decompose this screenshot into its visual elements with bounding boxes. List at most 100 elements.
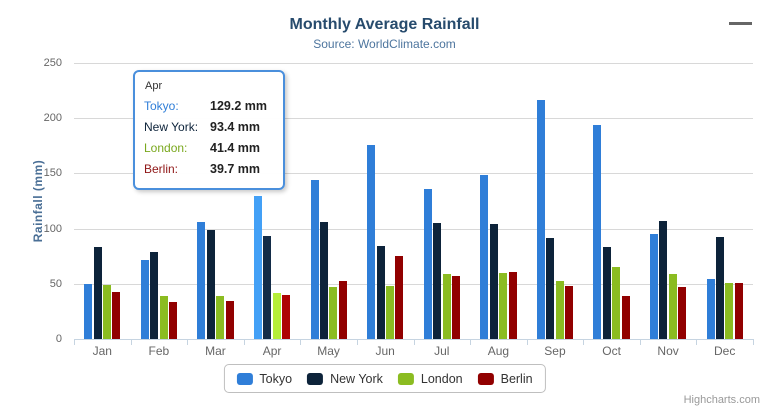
bar-tokyo-jul[interactable]: [423, 189, 432, 339]
bar-new-york-oct[interactable]: [602, 246, 611, 339]
bar-berlin-oct[interactable]: [621, 295, 630, 339]
bar-london-jun[interactable]: [385, 285, 394, 339]
y-axis-label-0: 0: [55, 333, 62, 345]
bar-berlin-nov[interactable]: [678, 287, 687, 339]
tooltip-header: Apr: [145, 80, 163, 92]
bar-tokyo-oct[interactable]: [593, 124, 602, 339]
tooltip: Apr Tokyo: 129.2 mm New York: 93.4 mm London…: [133, 70, 285, 190]
bar-berlin-may[interactable]: [338, 280, 347, 339]
gridline-50: [74, 283, 753, 285]
bar-london-aug[interactable]: [499, 273, 508, 339]
chart-subtitle: Source: WorldClimate.com: [313, 37, 456, 51]
bar-london-jul[interactable]: [442, 273, 451, 339]
bar-new-york-may[interactable]: [319, 222, 328, 339]
x-axis-label-feb: Feb: [148, 344, 170, 358]
bar-tokyo-apr[interactable]: [253, 196, 262, 339]
x-axis-tick: [356, 339, 358, 345]
bar-berlin-apr[interactable]: [282, 295, 291, 339]
bar-london-sep[interactable]: [555, 281, 564, 339]
bar-tokyo-jun[interactable]: [367, 144, 376, 339]
credits-link[interactable]: Highcharts.com: [683, 394, 760, 406]
bar-tokyo-nov[interactable]: [650, 233, 658, 339]
x-axis-label-jul: Jul: [434, 344, 450, 358]
x-axis-label-nov: Nov: [657, 344, 679, 358]
bar-new-york-sep[interactable]: [546, 238, 555, 339]
bar-london-jan[interactable]: [103, 285, 111, 339]
legend-item-tokyo[interactable]: Tokyo: [236, 372, 292, 386]
bar-tokyo-dec[interactable]: [706, 278, 715, 339]
x-axis-tick: [470, 339, 472, 345]
legend-symbol-icon: [397, 372, 414, 385]
y-axis-label-200: 200: [43, 112, 62, 125]
gridline-200: [74, 118, 753, 120]
bar-new-york-dec[interactable]: [716, 237, 724, 339]
y-axis-label-150: 150: [43, 167, 62, 180]
x-axis-label-may: May: [317, 344, 340, 358]
bar-tokyo-may[interactable]: [310, 180, 319, 339]
tooltip-series-label: London:: [144, 141, 188, 155]
bar-tokyo-mar[interactable]: [197, 221, 206, 339]
legend-symbol-icon: [477, 372, 494, 385]
x-axis-tick: [243, 339, 245, 345]
bar-new-york-apr[interactable]: [263, 235, 272, 339]
y-axis-title: Rainfall (mm): [31, 159, 45, 243]
legend-label: London: [420, 371, 463, 386]
plot-area: [74, 63, 753, 339]
gridline-250: [74, 63, 753, 64]
tooltip-series-label: Tokyo:: [144, 99, 179, 113]
bar-berlin-aug[interactable]: [508, 272, 517, 339]
bar-berlin-mar[interactable]: [225, 300, 234, 339]
bar-london-mar[interactable]: [216, 295, 225, 339]
x-axis-tick: [526, 339, 528, 345]
x-axis-label-mar: Mar: [205, 344, 226, 358]
legend-item-london[interactable]: London: [397, 371, 463, 386]
bar-berlin-feb[interactable]: [169, 302, 177, 339]
x-axis-label-apr: Apr: [262, 344, 282, 358]
chart-title: Monthly Average Rainfall: [289, 16, 480, 33]
bar-london-dec[interactable]: [725, 282, 734, 339]
bar-new-york-nov[interactable]: [659, 221, 668, 339]
tooltip-series-value: 41.4 mm: [210, 141, 261, 155]
tooltip-series-value: 93.4 mm: [210, 120, 261, 134]
bar-berlin-jun[interactable]: [395, 255, 404, 339]
bar-tokyo-feb[interactable]: [140, 260, 149, 339]
bar-tokyo-sep[interactable]: [536, 100, 545, 339]
bar-new-york-feb[interactable]: [150, 252, 159, 339]
legend-label: Berlin: [500, 371, 533, 386]
legend-item-berlin[interactable]: Berlin: [477, 371, 533, 386]
x-axis-tick: [696, 339, 698, 345]
bar-new-york-jul[interactable]: [433, 223, 442, 339]
bar-berlin-jul[interactable]: [451, 275, 460, 339]
gridline-150: [74, 173, 753, 175]
context-menu-button[interactable]: [728, 21, 753, 37]
bar-london-may[interactable]: [329, 287, 338, 339]
bar-new-york-jun[interactable]: [376, 245, 385, 339]
legend-item-new-york[interactable]: New York: [307, 372, 383, 386]
bar-london-apr[interactable]: [272, 293, 281, 339]
bar-london-nov[interactable]: [668, 273, 677, 339]
x-axis-tick: [753, 339, 754, 345]
tooltip-rows: Tokyo: 129.2 mm New York: 93.4 mm London: 41.…: [144, 96, 274, 180]
bar-tokyo-jan[interactable]: [84, 283, 93, 339]
bar-berlin-jan[interactable]: [112, 292, 121, 339]
bar-berlin-dec[interactable]: [734, 282, 743, 339]
x-axis-label-oct: Oct: [602, 344, 621, 358]
bar-london-feb[interactable]: [159, 296, 168, 339]
x-axis-label-sep: Sep: [544, 344, 566, 358]
bar-new-york-aug[interactable]: [489, 223, 498, 339]
bar-tokyo-aug[interactable]: [480, 175, 489, 339]
bar-new-york-mar[interactable]: [206, 230, 215, 339]
y-axis-label-250: 250: [43, 57, 62, 69]
y-axis-label-100: 100: [43, 222, 62, 235]
legend: Tokyo New York London Berlin: [223, 364, 546, 393]
bar-new-york-jan[interactable]: [93, 246, 102, 339]
y-axis-label-50: 50: [49, 277, 62, 290]
x-axis-tick: [413, 339, 415, 345]
bar-berlin-sep[interactable]: [565, 286, 574, 339]
x-axis-label-jan: Jan: [92, 344, 112, 358]
x-axis-label-aug: Aug: [487, 344, 510, 358]
x-axis-tick: [639, 339, 641, 345]
bar-london-oct[interactable]: [612, 267, 621, 339]
x-axis-tick: [74, 339, 75, 345]
